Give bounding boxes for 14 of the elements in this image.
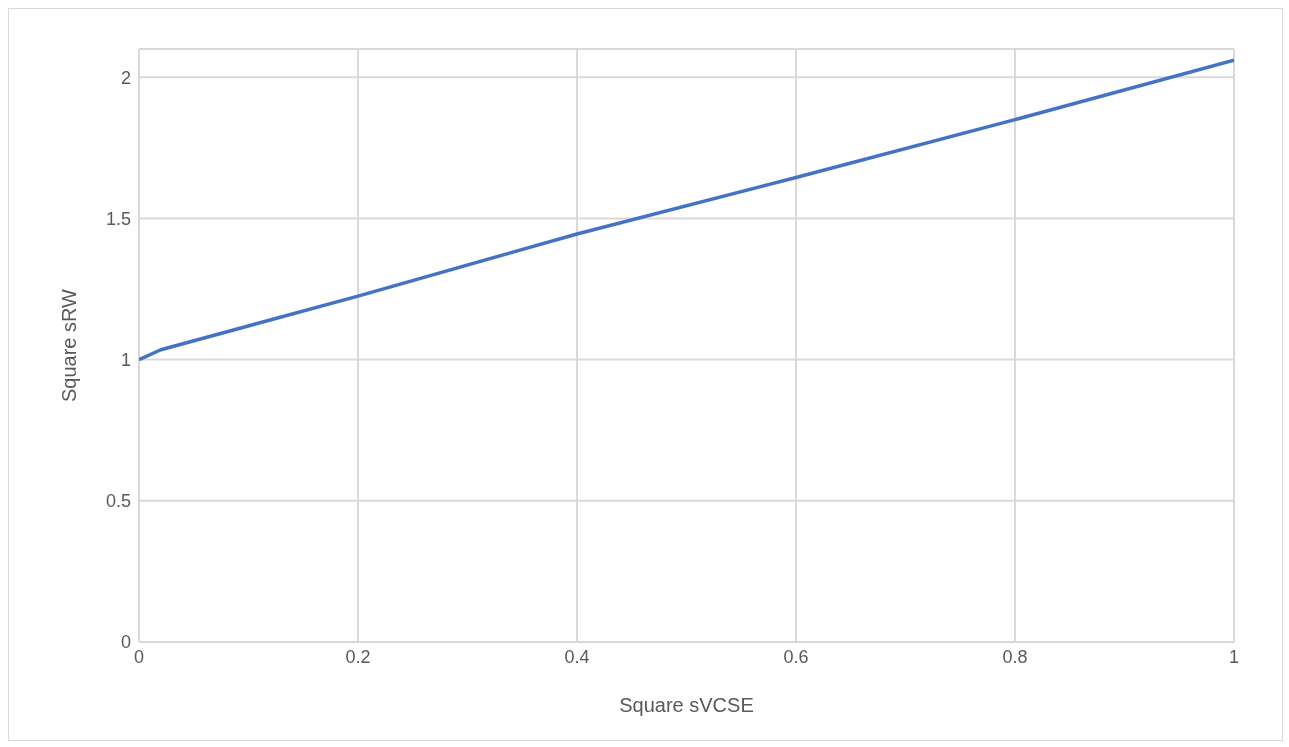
y-tick-label: 0.5 <box>105 491 131 512</box>
y-tick-label: 1.5 <box>105 208 131 229</box>
line-series <box>139 58 1234 362</box>
x-tick-label: 0 <box>133 646 145 667</box>
x-tick-label: 0.6 <box>783 646 809 667</box>
x-tick-label: 0.2 <box>345 646 371 667</box>
x-tick-label: 0.8 <box>1002 646 1028 667</box>
y-tick-label: 0 <box>120 632 131 653</box>
y-tick-label: 1 <box>120 350 131 371</box>
x-tick-label: 1 <box>1228 646 1240 667</box>
y-axis-title: Square sRW <box>58 288 81 403</box>
x-axis-title: Square sVCSE <box>619 694 754 716</box>
x-tick-label: 0.4 <box>564 646 590 667</box>
y-tick-label: 2 <box>120 67 131 88</box>
